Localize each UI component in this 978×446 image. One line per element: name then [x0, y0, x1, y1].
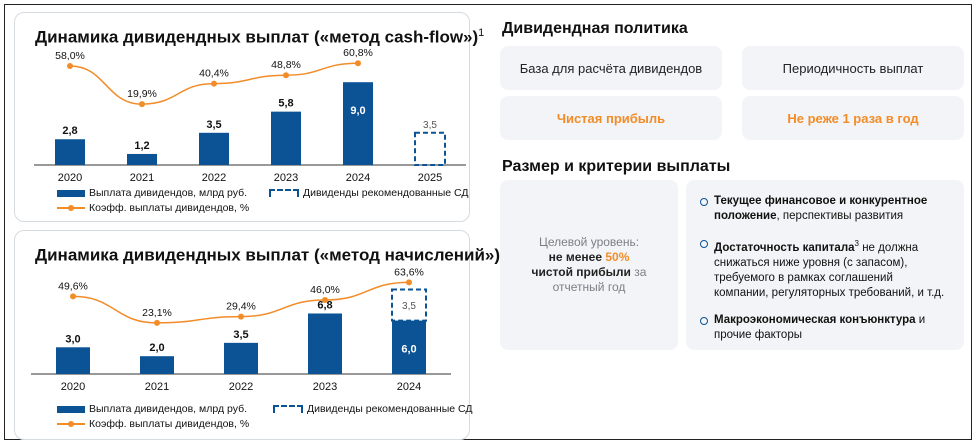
- ratio-label: 63,6%: [394, 266, 424, 278]
- target-period: отчетный год: [552, 280, 626, 294]
- slide-frame: [4, 4, 972, 440]
- bar: [392, 320, 426, 374]
- bar-label: 3,0: [65, 333, 80, 345]
- bar: [308, 313, 342, 374]
- x-tick-label: 2023: [313, 381, 337, 393]
- bar-label: 6,0: [401, 344, 416, 356]
- bar: [343, 82, 373, 165]
- criteria-item: Текущее финансовое и конкурентное положе…: [700, 194, 946, 224]
- x-tick-label: 2022: [229, 381, 253, 393]
- ratio-point: [139, 101, 145, 108]
- chart-cash-flow: 2,8 2020 1,2 2021 3,5 2022 5,8 2023 9,0 2024 3,5 20…: [34, 47, 466, 184]
- x-tick-label: 2025: [418, 172, 442, 184]
- chart-panel-accrual: Динамика дивидендных выплат («метод начи…: [14, 230, 506, 440]
- base-label-card: База для расчёта дивидендов: [500, 46, 722, 90]
- ratio-point: [406, 279, 412, 286]
- period-value-card: Не реже 1 раза в год: [742, 96, 964, 140]
- recommended-label: 3,5: [402, 301, 416, 312]
- ratio-label: 29,4%: [226, 301, 256, 313]
- x-tick-label: 2020: [61, 381, 85, 393]
- legend-item-recommended: Дивиденды рекомендованные СД: [269, 187, 469, 199]
- x-tick-label: 2022: [202, 172, 226, 184]
- bar: [271, 111, 301, 165]
- criteria-item: Достаточность капитала3 не должна снижат…: [700, 236, 946, 301]
- recommended-bar: [391, 288, 427, 322]
- bar: [56, 347, 90, 374]
- ratio-point: [283, 72, 289, 79]
- ratio-point: [211, 80, 217, 87]
- bar: [224, 342, 258, 374]
- bar-label: 2,8: [62, 125, 77, 137]
- legend-item-recommended: Дивиденды рекомендованные СД: [273, 403, 473, 415]
- x-tick-label: 2023: [274, 172, 298, 184]
- ratio-label: 40,4%: [199, 68, 229, 80]
- x-tick-label: 2020: [58, 172, 82, 184]
- bar-label: 3,5: [206, 119, 221, 131]
- target-base: чистой прибыли за: [531, 265, 647, 279]
- ratio-point: [154, 319, 160, 326]
- bar-label: 1,2: [134, 140, 149, 152]
- bar: [140, 356, 174, 374]
- ratio-label: 19,9%: [127, 88, 157, 100]
- ratio-point: [355, 60, 361, 67]
- base-value-card: Чистая прибыль: [500, 96, 722, 140]
- target-level-card: Целевой уровень: не менее 50% чистой при…: [500, 180, 678, 350]
- criteria-item: Макроэкономическая конъюнктура и прочие …: [700, 313, 946, 343]
- ratio-label: 46,0%: [310, 284, 340, 296]
- recommended-label: 3,5: [423, 120, 437, 131]
- legend-item-ratio: Коэфф. выплаты дивидендов, %: [57, 418, 249, 430]
- ratio-label: 60,8%: [343, 47, 373, 59]
- ratio-point: [67, 63, 73, 69]
- ratio-label: 49,6%: [58, 280, 88, 292]
- bar: [55, 139, 85, 165]
- x-tick-label: 2021: [145, 381, 169, 393]
- ratio-label: 23,1%: [142, 307, 172, 319]
- legend-item-payout: Выплата дивидендов, млрд руб.: [57, 403, 247, 415]
- bar-label: 5,8: [278, 98, 293, 110]
- ratio-point: [238, 313, 244, 320]
- bar-label: 9,0: [350, 105, 365, 117]
- chart-title: Динамика дивидендных выплат («метод cash…: [35, 27, 485, 47]
- x-tick-label: 2024: [346, 172, 370, 184]
- target-label: Целевой уровень:: [538, 235, 640, 249]
- criteria-list: Текущее финансовое и конкурентное положе…: [686, 180, 964, 350]
- x-tick-label: 2024: [397, 381, 421, 393]
- bar-label: 3,5: [233, 329, 248, 341]
- ratio-point: [70, 293, 76, 300]
- criteria-title: Размер и критерии выплаты: [502, 158, 731, 175]
- bar-label: 2,0: [149, 342, 164, 354]
- bar: [127, 153, 157, 165]
- ratio-label: 48,8%: [271, 59, 301, 71]
- chart-accrual: 3,0 2020 2,0 2021 3,5 2022 6,8 2023 6,0 3,5 2024 49…: [31, 266, 451, 393]
- bar: [199, 132, 229, 165]
- x-tick-label: 2021: [130, 172, 154, 184]
- bar-label: 6,8: [317, 299, 332, 311]
- period-label-card: Периодичность выплат: [742, 46, 964, 90]
- recommended-bar: [414, 131, 446, 167]
- target-min: не менее 50%: [548, 250, 630, 264]
- legend-item-payout: Выплата дивидендов, млрд руб.: [57, 187, 247, 199]
- ratio-label: 58,0%: [55, 50, 85, 62]
- chart-panel-cash-flow: Динамика дивидендных выплат («метод cash…: [14, 12, 484, 222]
- policy-title: Дивидендная политика: [502, 20, 688, 37]
- ratio-point: [322, 297, 328, 303]
- legend-item-ratio: Коэфф. выплаты дивидендов, %: [57, 202, 249, 214]
